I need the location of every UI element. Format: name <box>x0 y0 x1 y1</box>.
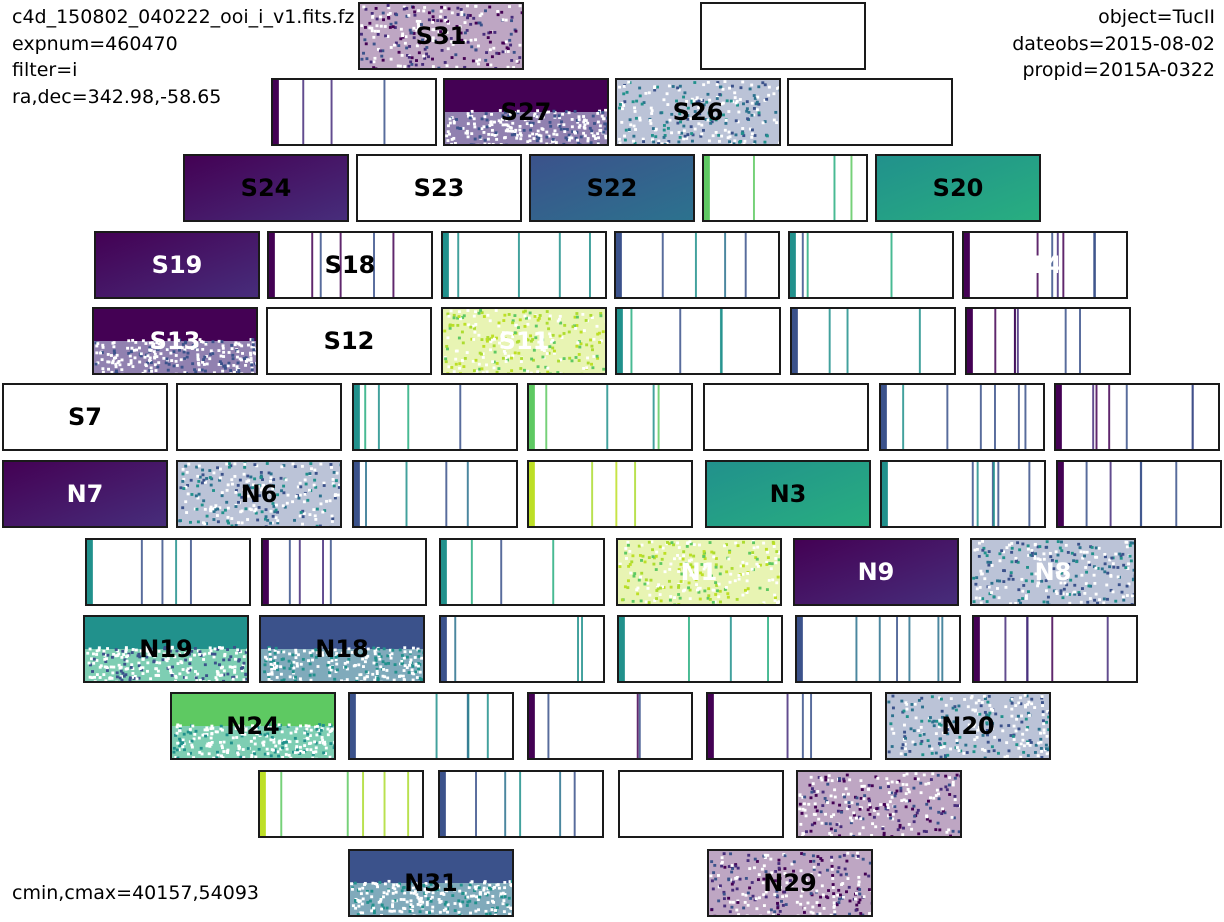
ccd-chip: N7 <box>2 460 168 528</box>
ccd-chip: S19 <box>94 231 260 299</box>
ccd-chip <box>790 307 956 375</box>
ccd-chip: S18 <box>267 231 433 299</box>
ccd-chip <box>617 615 783 683</box>
ccd-chip <box>348 692 514 760</box>
filename-label: c4d_150802_040222_ooi_i_v1.fits.fz <box>12 6 355 28</box>
ccd-chip: N6 <box>176 460 342 528</box>
ccd-chip: S31 <box>358 2 524 70</box>
ccd-chip <box>271 78 437 146</box>
ccd-chip <box>1054 383 1220 451</box>
ccd-chip <box>1056 460 1222 528</box>
ccd-chip <box>439 615 605 683</box>
ccd-chip: S11 <box>441 307 607 375</box>
ccd-chip <box>615 307 781 375</box>
ccd-chip <box>527 692 693 760</box>
ccd-chip <box>972 615 1138 683</box>
ccd-chip: N8 <box>970 538 1136 606</box>
dateobs-label: dateobs=2015-08-02 <box>1012 32 1215 55</box>
ccd-chip <box>703 383 869 451</box>
ccd-chip <box>879 383 1045 451</box>
filter-label: filter=i <box>12 59 78 81</box>
ccd-chip: N29 <box>707 849 873 917</box>
ccd-chip <box>706 692 872 760</box>
ccd-chip <box>880 460 1046 528</box>
ccd-chip: S27 <box>443 78 609 146</box>
ccd-chip <box>700 2 866 70</box>
ccd-chip <box>788 231 954 299</box>
ccd-chip: S26 <box>615 78 781 146</box>
ccd-chip: N9 <box>793 538 959 606</box>
ccd-chip <box>438 770 604 838</box>
ccd-chip <box>85 538 251 606</box>
ccd-chip: N24 <box>170 692 336 760</box>
ccd-chip <box>176 383 342 451</box>
ccd-chip <box>618 770 784 838</box>
ccd-chip: S12 <box>266 307 432 375</box>
ccd-chip <box>258 770 424 838</box>
ccd-chip <box>527 460 693 528</box>
object-label: object=TucII <box>1098 6 1215 28</box>
ccd-chip: S7 <box>2 383 168 451</box>
ccd-chip: N1 <box>616 538 782 606</box>
ccd-chip <box>795 615 961 683</box>
ccd-chip <box>352 460 518 528</box>
ccd-chip <box>796 770 962 838</box>
ccd-chip: S20 <box>875 154 1041 222</box>
color-range-label: cmin,cmax=40157,54093 <box>12 882 259 904</box>
ccd-chip: S22 <box>529 154 695 222</box>
ccd-chip <box>702 154 868 222</box>
ccd-chip: N19 <box>83 615 249 683</box>
ccd-chip: N31 <box>348 849 514 917</box>
ccd-chip: S13 <box>92 307 258 375</box>
expnum-label: expnum=460470 <box>12 32 178 55</box>
ccd-chip <box>261 538 427 606</box>
ccd-chip: N18 <box>259 615 425 683</box>
ccd-chip <box>787 78 953 146</box>
ccd-chip <box>614 231 780 299</box>
propid-label: propid=2015A-0322 <box>1022 59 1215 81</box>
ccd-chip: S23 <box>356 154 522 222</box>
ccd-chip <box>527 383 693 451</box>
ccd-chip <box>439 538 605 606</box>
exposure-info-right: object=TucII dateobs=2015-08-02 propid=201… <box>1012 4 1215 84</box>
ccd-chip: N3 <box>705 460 871 528</box>
ccd-chip <box>441 231 607 299</box>
ccd-chip: 14 <box>962 231 1128 299</box>
ccd-chip <box>352 383 518 451</box>
ccd-chip: S24 <box>183 154 349 222</box>
ccd-chip <box>965 307 1131 375</box>
radec-label: ra,dec=342.98,-58.65 <box>12 85 222 108</box>
ccd-chip: N20 <box>885 692 1051 760</box>
